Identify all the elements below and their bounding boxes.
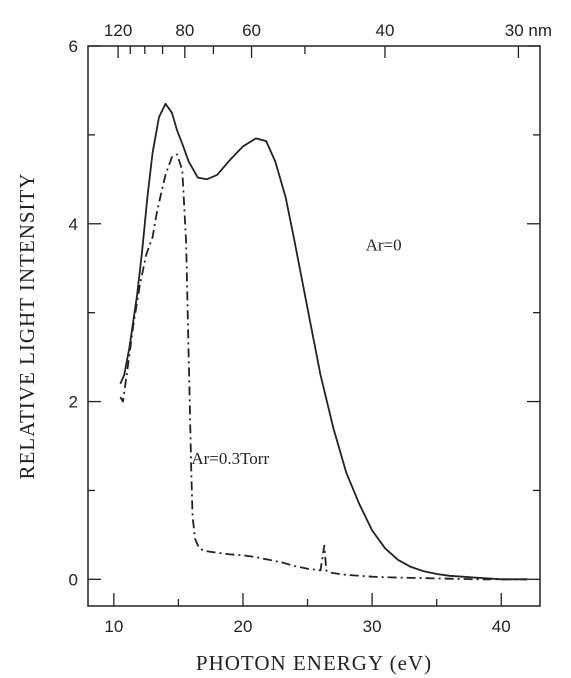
top-wavelength-label: 60 — [242, 21, 261, 40]
x-tick-label: 40 — [492, 617, 511, 636]
series-line-ar03torr — [119, 153, 528, 581]
top-wavelength-label: 30 nm — [505, 21, 552, 40]
annotation-ar0: Ar=0 — [366, 235, 402, 254]
x-tick-label: 10 — [104, 617, 123, 636]
y-tick-label: 4 — [69, 215, 78, 234]
x-tick-label: 30 — [363, 617, 382, 636]
axis-ticks — [88, 45, 540, 606]
x-axis-title: PHOTON ENERGY (eV) — [196, 651, 432, 675]
top-wavelength-label: 120 — [104, 21, 132, 40]
top-wavelength-label: 40 — [376, 21, 395, 40]
y-tick-label: 0 — [69, 570, 78, 589]
series-line-ar0 — [119, 102, 528, 581]
tick-labels: 10 20 30 40 0 2 4 6 120 80 60 40 30 nm — [69, 21, 553, 636]
series-layer — [119, 102, 528, 581]
top-wavelength-label: 80 — [175, 21, 194, 40]
annotation-ar03torr: Ar=0.3Torr — [191, 449, 269, 468]
y-axis-title: RELATIVE LIGHT INTENSITY — [15, 172, 39, 479]
plot-frame — [87, 45, 541, 607]
y-tick-label: 6 — [69, 37, 78, 56]
x-tick-label: 20 — [234, 617, 253, 636]
y-tick-label: 2 — [69, 393, 78, 412]
